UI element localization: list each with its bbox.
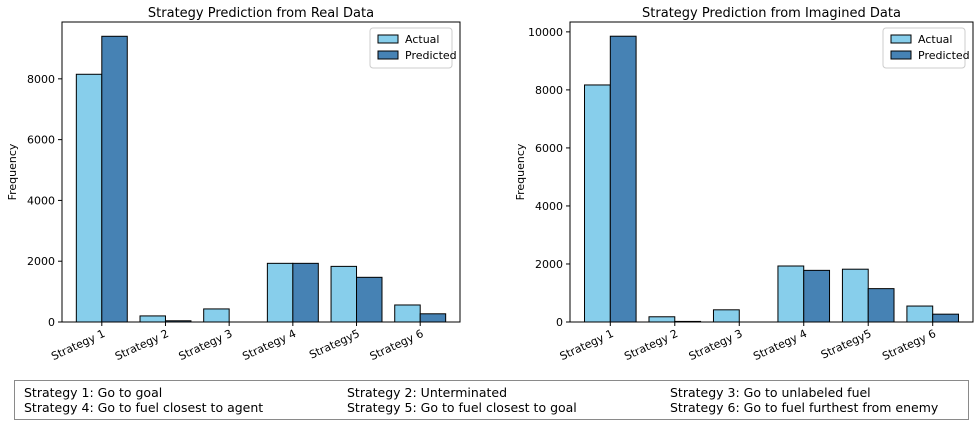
y-axis-label: Frequency xyxy=(514,143,527,200)
bar-actual-3 xyxy=(712,309,740,323)
chart-title: Strategy Prediction from Real Data xyxy=(148,6,374,21)
chart-title: Strategy Prediction from Imagined Data xyxy=(642,6,901,21)
y-tick-label: 6000 xyxy=(27,134,55,147)
strategy-key: Strategy 1: Go to goal Strategy 2: Unter… xyxy=(14,380,969,420)
x-axis: Strategy 1 Strategy 2 Strategy 3 Strategy 4… xyxy=(49,322,425,363)
charts-area: Strategy Prediction from Real Data Freque… xyxy=(6,6,974,363)
y-tick-label: 4000 xyxy=(535,200,563,213)
bar-predicted-6 xyxy=(419,313,447,323)
plot-frame xyxy=(569,21,974,323)
y-tick-label: 6000 xyxy=(535,142,563,155)
x-tick-label: Strategy 6 xyxy=(368,327,426,363)
x-tick-label: Strategy 4 xyxy=(751,327,809,363)
strategy-key-item-5: Strategy 5: Go to fuel closest to goal xyxy=(347,400,577,415)
legend-label-actual: Actual xyxy=(405,33,439,46)
x-tick-label: Strategy 2 xyxy=(622,327,680,363)
strategy-key-item-6: Strategy 6: Go to fuel furthest from ene… xyxy=(670,400,939,415)
y-tick-label: 2000 xyxy=(535,258,563,271)
bar-actual-2 xyxy=(648,316,676,323)
y-tick-label: 2000 xyxy=(27,255,55,268)
y-axis: 0 2000 4000 6000 8000 10000 xyxy=(528,26,570,329)
plot-frame xyxy=(61,21,461,323)
x-tick-label: Strategy 1 xyxy=(558,327,616,363)
x-tick-label: Strategy 3 xyxy=(687,327,745,363)
strategy-key-item-4: Strategy 4: Go to fuel closest to agent xyxy=(24,400,264,415)
y-axis-label: Frequency xyxy=(6,143,19,200)
x-tick-label: Strategy5 xyxy=(819,327,874,362)
chart-2: Strategy Prediction from Imagined Data Fr… xyxy=(514,6,974,363)
y-tick-label: 8000 xyxy=(535,84,563,97)
bar-actual-6 xyxy=(906,305,934,323)
x-axis: Strategy 1 Strategy 2 Strategy 3 Strategy 4… xyxy=(558,322,938,363)
chart-1: Strategy Prediction from Real Data Freque… xyxy=(6,6,461,363)
bars xyxy=(584,35,959,323)
y-tick-label: 10000 xyxy=(528,26,563,39)
strategy-key-item-2: Strategy 2: Unterminated xyxy=(347,385,508,400)
bar-actual-4 xyxy=(266,262,294,323)
bar-actual-1 xyxy=(75,73,103,323)
chart-legend: Actual Predicted xyxy=(882,27,970,69)
legend-label-predicted: Predicted xyxy=(918,49,970,62)
legend-swatch-actual xyxy=(377,34,399,44)
x-tick-label: Strategy 3 xyxy=(177,327,235,363)
bars xyxy=(75,35,447,323)
bar-actual-1 xyxy=(584,84,611,323)
x-tick-label: Strategy5 xyxy=(307,327,362,362)
bar-actual-3 xyxy=(203,308,230,323)
bar-predicted-1 xyxy=(609,35,637,323)
legend-swatch-predicted xyxy=(377,50,399,60)
bar-predicted-5 xyxy=(356,276,383,323)
bar-actual-2 xyxy=(139,315,166,323)
legend-swatch-predicted xyxy=(890,50,912,60)
bar-predicted-6 xyxy=(932,313,959,323)
chart-legend: Actual Predicted xyxy=(369,27,457,69)
bar-actual-5 xyxy=(330,265,358,323)
x-tick-label: Strategy 4 xyxy=(240,327,298,363)
y-tick-label: 8000 xyxy=(27,73,55,86)
strategy-key-item-1: Strategy 1: Go to goal xyxy=(24,385,163,400)
bar-predicted-5 xyxy=(867,288,895,323)
x-tick-label: Strategy 1 xyxy=(49,327,107,363)
bar-actual-5 xyxy=(841,268,869,323)
bar-actual-6 xyxy=(394,304,421,323)
legend-label-predicted: Predicted xyxy=(405,49,457,62)
legend-swatch-actual xyxy=(890,34,912,44)
y-tick-label: 0 xyxy=(48,316,55,329)
x-tick-label: Strategy 6 xyxy=(880,327,938,363)
bar-predicted-4 xyxy=(803,269,831,323)
y-axis: 0 2000 4000 6000 8000 xyxy=(27,73,62,329)
bar-predicted-4 xyxy=(292,262,319,323)
y-tick-label: 4000 xyxy=(27,194,55,207)
legend-label-actual: Actual xyxy=(918,33,952,46)
x-tick-label: Strategy 2 xyxy=(113,327,171,363)
bar-predicted-1 xyxy=(101,35,128,323)
bar-actual-4 xyxy=(777,265,805,323)
strategy-key-item-3: Strategy 3: Go to unlabeled fuel xyxy=(670,385,871,400)
y-tick-label: 0 xyxy=(556,316,563,329)
